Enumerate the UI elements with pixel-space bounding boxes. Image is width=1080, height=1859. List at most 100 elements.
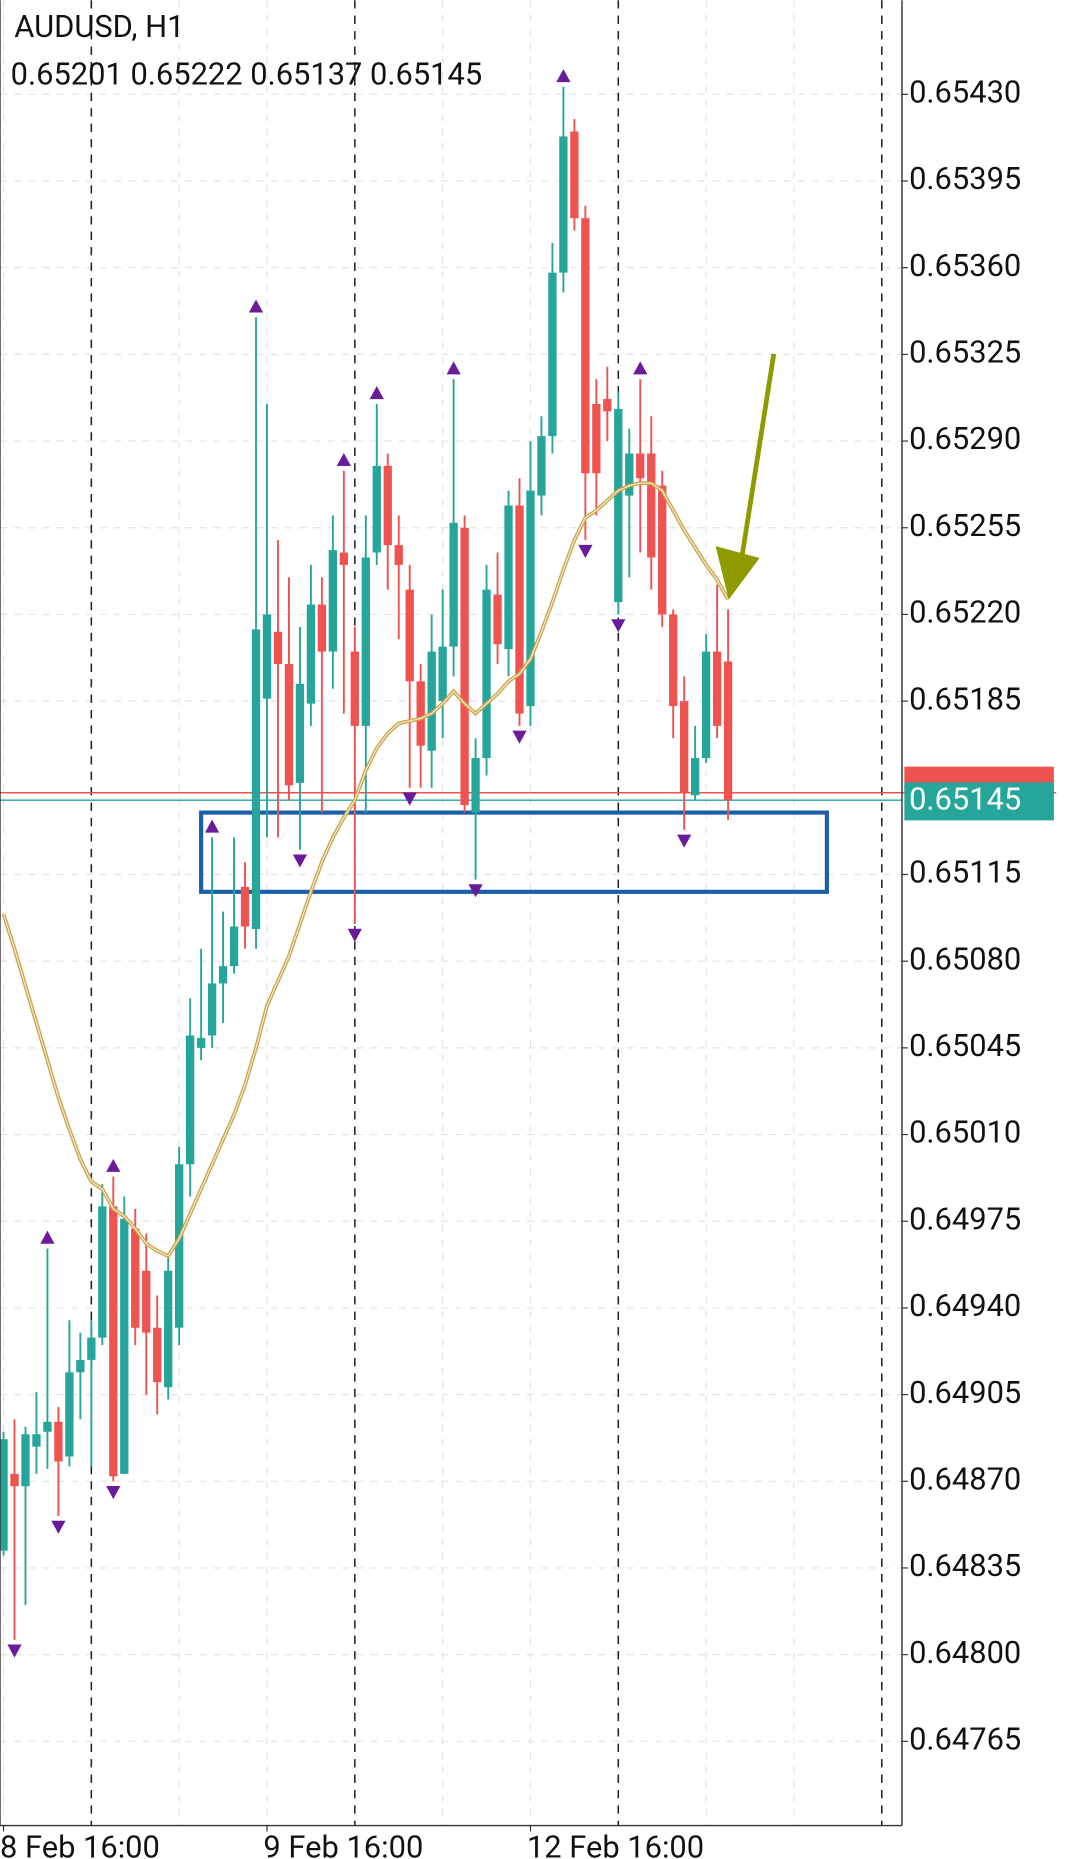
candle-body	[723, 661, 733, 801]
candle-body	[471, 758, 480, 813]
ohlc-readout: 0.65201 0.65222 0.65137 0.65145	[11, 55, 483, 92]
candle-body	[76, 1359, 85, 1373]
candle-body	[317, 604, 327, 652]
candle-body	[98, 1206, 107, 1338]
candle-body	[295, 683, 305, 783]
candle-body	[515, 505, 524, 714]
candle-body	[175, 1164, 184, 1328]
support-zone	[199, 810, 829, 894]
fractal-up	[446, 361, 461, 375]
candle-body	[449, 522, 458, 647]
fractal-up	[556, 69, 571, 83]
candle-body	[350, 651, 359, 726]
candle-body	[372, 465, 381, 553]
candle-body	[10, 1473, 19, 1487]
y-tick-label: 0.65115	[909, 854, 1021, 891]
y-tick-label: 0.65045	[909, 1027, 1021, 1064]
candle-body	[548, 272, 557, 437]
candle-body	[273, 631, 283, 664]
fractal-up	[204, 819, 220, 833]
candle-body	[262, 614, 272, 699]
candle-body	[658, 485, 667, 615]
y-tick-label: 0.64975	[909, 1200, 1021, 1237]
candle-body	[361, 557, 370, 726]
candle-body	[43, 1421, 52, 1432]
candle-body	[625, 453, 634, 496]
candle-body	[427, 651, 436, 751]
candle-body	[482, 589, 491, 759]
fractal-down	[347, 928, 362, 942]
symbol-title: AUDUSD, H1	[14, 8, 184, 45]
candle-body	[614, 408, 623, 603]
candle-body	[218, 966, 228, 984]
fractal-down	[677, 834, 692, 848]
candle-body	[636, 453, 645, 479]
candle-body	[339, 552, 348, 565]
y-tick-label: 0.64800	[909, 1634, 1021, 1671]
fractal-up	[248, 299, 264, 313]
y-tick-label: 0.65290	[909, 420, 1021, 457]
fractal-down	[468, 884, 483, 898]
fractal-up	[106, 1158, 121, 1172]
y-tick-label: 0.65430	[909, 73, 1021, 110]
candle-body	[438, 646, 447, 702]
arrow-head	[715, 546, 760, 600]
candle-body	[383, 465, 392, 546]
x-tick-label: 8 Feb 16:00	[0, 1828, 160, 1859]
fractal-down	[402, 792, 417, 806]
arrow-shaft	[739, 353, 777, 559]
candle-body	[416, 681, 425, 746]
candle-body	[240, 886, 250, 927]
candle-body	[65, 1372, 74, 1457]
fractal-up	[633, 361, 648, 375]
y-tick-label: 0.65010	[909, 1114, 1021, 1151]
candle-body	[559, 136, 568, 273]
candle-body	[592, 403, 601, 474]
candle-body	[328, 550, 338, 652]
y-tick-label: 0.65395	[909, 160, 1021, 197]
y-tick-label: 0.65185	[909, 680, 1021, 717]
moving-average-inner	[2, 482, 729, 1257]
annotation-arrow	[715, 353, 777, 600]
y-tick-label: 0.65080	[909, 940, 1021, 977]
fractal-down	[611, 619, 626, 633]
candle-body	[131, 1228, 140, 1328]
candle-body	[164, 1270, 173, 1388]
y-tick-label: 0.64905	[909, 1374, 1021, 1411]
candle-body	[120, 1218, 129, 1474]
fractal-down	[51, 1520, 66, 1534]
fractal-down	[578, 544, 593, 558]
candle-body	[54, 1421, 63, 1462]
candle-body	[32, 1434, 41, 1447]
y-tick-label: 0.65325	[909, 334, 1021, 371]
candle-body	[526, 490, 535, 707]
candle-body	[405, 589, 414, 682]
y-tick-label: 0.65255	[909, 507, 1021, 544]
candle-body	[647, 453, 656, 558]
y-tick-label: 0.64765	[909, 1720, 1021, 1757]
candle-body	[570, 131, 579, 219]
x-tick-label: 9 Feb 16:00	[263, 1828, 423, 1859]
grid-layer	[0, 0, 902, 1826]
x-tick-label: 12 Feb 16:00	[527, 1828, 704, 1859]
y-tick-label: 0.64940	[909, 1287, 1021, 1324]
candle-body	[680, 701, 689, 793]
fractal-down	[106, 1486, 121, 1500]
fractal-up	[336, 452, 351, 467]
candle-body	[504, 505, 513, 650]
candle-body	[581, 218, 590, 474]
candle-body	[196, 1037, 206, 1048]
candle-body	[153, 1327, 162, 1383]
fractal-up	[369, 386, 384, 400]
candle-body	[0, 1439, 8, 1551]
candle-body	[251, 629, 261, 929]
candle-body	[185, 1035, 195, 1165]
fractal-down	[7, 1644, 22, 1658]
fractal-up	[40, 1230, 55, 1244]
fractal-down	[512, 730, 527, 744]
candle-body	[712, 651, 722, 726]
bid-label: 0.65145	[909, 781, 1021, 818]
bid-label-box	[904, 782, 1054, 821]
